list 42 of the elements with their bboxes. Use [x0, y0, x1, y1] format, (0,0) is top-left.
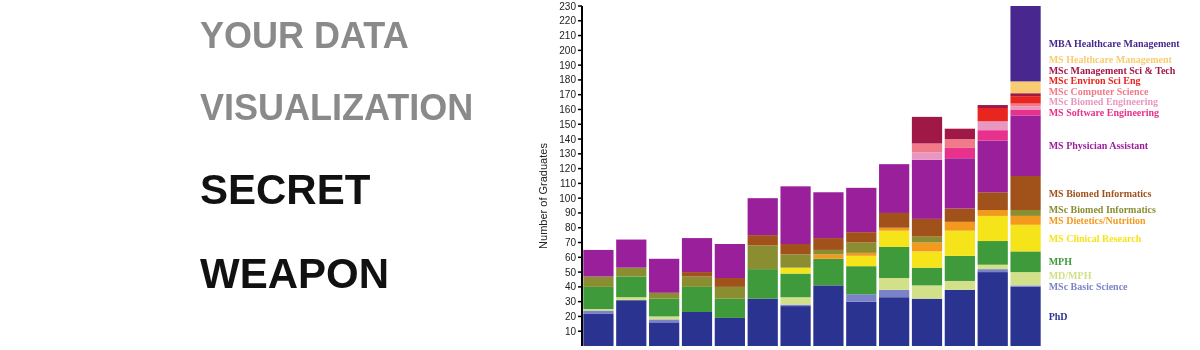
y-tick-label: 120: [559, 163, 577, 175]
series-label: MSc Basic Science: [1048, 280, 1129, 292]
y-tick-label: 210: [559, 30, 577, 42]
series-label: MSc Biomed Engineering: [1048, 96, 1159, 108]
y-tick-label: 100: [559, 192, 577, 204]
y-tick-label: 170: [559, 89, 577, 101]
series-label: MD/MPH: [1048, 270, 1092, 282]
y-tick-label: 40: [564, 281, 577, 293]
series-label: MS Software Engineering: [1048, 106, 1160, 118]
series-label: MSc Management Sci & Tech: [1048, 64, 1176, 76]
series-label: MS Physician Assistant: [1048, 140, 1149, 152]
y-tick-label: 130: [559, 148, 577, 160]
y-tick-label: 70: [564, 237, 577, 249]
y-tick-label: 200: [559, 44, 577, 56]
y-tick-label: 150: [559, 118, 577, 130]
series-label: MSc Biomed Informatics: [1048, 204, 1156, 216]
y-tick-label: 80: [564, 222, 577, 234]
series-label: MS Healthcare Management: [1048, 54, 1173, 66]
y-tick-label: 90: [564, 207, 577, 219]
series-label: MSc Environ Sci Eng: [1048, 75, 1141, 87]
y-tick-label: 60: [564, 251, 577, 263]
text: SECRET WEAPON: [200, 166, 389, 297]
series-label: PhD: [1048, 310, 1068, 322]
y-tick-label: 180: [559, 74, 577, 86]
y-tick-label: 10: [564, 325, 577, 337]
series-label: MS Biomed Informatics: [1048, 187, 1152, 199]
y-tick-label: 160: [559, 103, 577, 115]
y-tick-label: 220: [559, 15, 577, 27]
text: YOUR DATA VISUALIZATION: [200, 15, 474, 128]
y-tick-label: 20: [564, 310, 577, 322]
series-label: MS Clinical Research: [1048, 232, 1142, 244]
y-axis-title: Number of Graduates: [537, 142, 549, 249]
y-tick-label: 110: [560, 177, 577, 189]
y-tick-label: 230: [559, 0, 577, 12]
series-label: MS Dietetics/Nutrition: [1048, 214, 1147, 226]
series-label: MBA Healthcare Management: [1048, 38, 1181, 50]
y-tick-label: 140: [559, 133, 577, 145]
y-tick-label: 30: [564, 296, 577, 308]
y-tick-label: 190: [559, 59, 577, 71]
series-label: MPH: [1048, 256, 1073, 268]
series-label: MSc Computer Science: [1048, 85, 1150, 97]
y-tick-label: 50: [564, 266, 577, 278]
